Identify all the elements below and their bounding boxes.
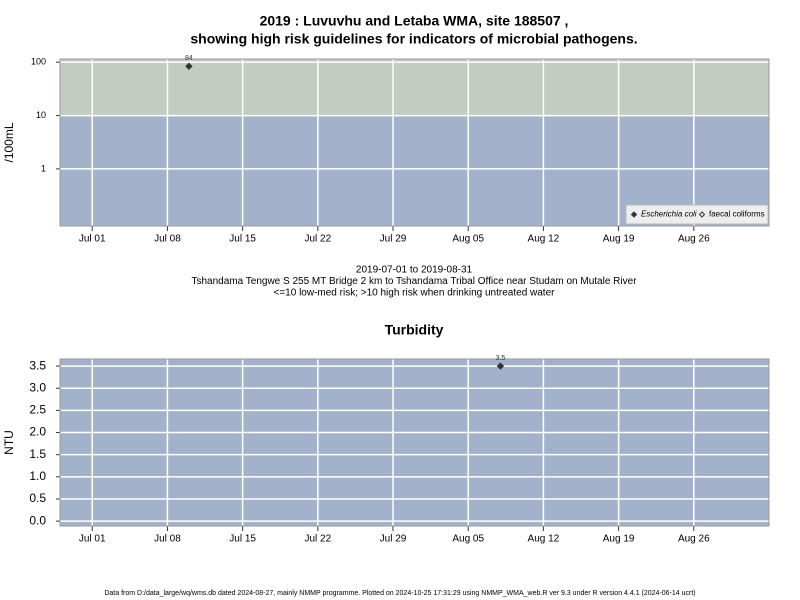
chart-title: 2019 : Luvuvhu and Letaba WMA, site 1885…	[260, 13, 569, 29]
x-tick-label: Jul 15	[229, 234, 256, 245]
y-tick-label: 100	[31, 57, 46, 67]
legend-label: Escherichia coli	[641, 210, 697, 219]
plot-background	[60, 359, 769, 526]
data-label: 3.5	[496, 355, 506, 362]
y-tick-label: 3.5	[29, 358, 46, 372]
x-tick-label: Jul 29	[380, 534, 407, 545]
data-point	[496, 362, 505, 370]
x-tick-label: Jul 15	[229, 534, 256, 545]
y-tick-label: 1.0	[29, 469, 46, 483]
x-tick-label: Aug 26	[678, 534, 710, 545]
x-tick-label: Aug 12	[528, 534, 560, 545]
y-axis-label: /100mL	[2, 122, 16, 162]
x-tick-label: Aug 05	[452, 234, 484, 245]
y-tick-label: 10	[36, 110, 46, 120]
y-tick-label: 3.0	[29, 380, 46, 394]
caption: <=10 low-med risk; >10 high risk when dr…	[274, 288, 556, 299]
y-axis-label: NTU	[2, 430, 16, 455]
legend-marker	[630, 211, 638, 218]
caption: 2019-07-01 to 2019-08-31	[356, 265, 473, 276]
legend-label: faecal coliforms	[709, 210, 765, 219]
x-tick-label: Aug 19	[603, 534, 635, 545]
y-tick-label: 1	[41, 163, 46, 173]
x-tick-label: Jul 08	[154, 234, 181, 245]
x-tick-label: Aug 19	[603, 234, 635, 245]
footer: Data from D:/data_large/wq/wms.db dated …	[104, 590, 695, 597]
y-tick-label: 2.0	[29, 425, 46, 439]
x-tick-label: Jul 22	[304, 234, 331, 245]
plot-border	[59, 58, 770, 227]
x-tick-label: Aug 05	[452, 534, 484, 545]
x-tick-label: Jul 29	[380, 234, 407, 245]
x-tick-label: Jul 08	[154, 534, 181, 545]
data-point	[185, 62, 193, 70]
x-tick-label: Aug 12	[528, 234, 560, 245]
y-tick-label: 1.5	[29, 447, 46, 461]
caption: Tshandama Tengwe S 255 MT Bridge 2 km to…	[191, 276, 637, 287]
plot-border	[59, 358, 770, 527]
y-tick-label: 0.5	[29, 491, 46, 505]
x-tick-label: Jul 22	[304, 534, 331, 545]
x-tick-label: Aug 26	[678, 234, 710, 245]
legend-marker	[698, 211, 706, 218]
y-tick-label: 2.5	[29, 403, 46, 417]
y-tick-label: 0.0	[29, 513, 46, 527]
x-tick-label: Jul 01	[79, 534, 106, 545]
chart-title: Turbidity	[385, 322, 444, 338]
chart-title: showing high risk guidelines for indicat…	[190, 31, 637, 47]
data-label: 84	[185, 55, 193, 62]
high-risk-band	[60, 59, 769, 116]
legend	[625, 204, 769, 225]
x-tick-label: Jul 01	[79, 234, 106, 245]
